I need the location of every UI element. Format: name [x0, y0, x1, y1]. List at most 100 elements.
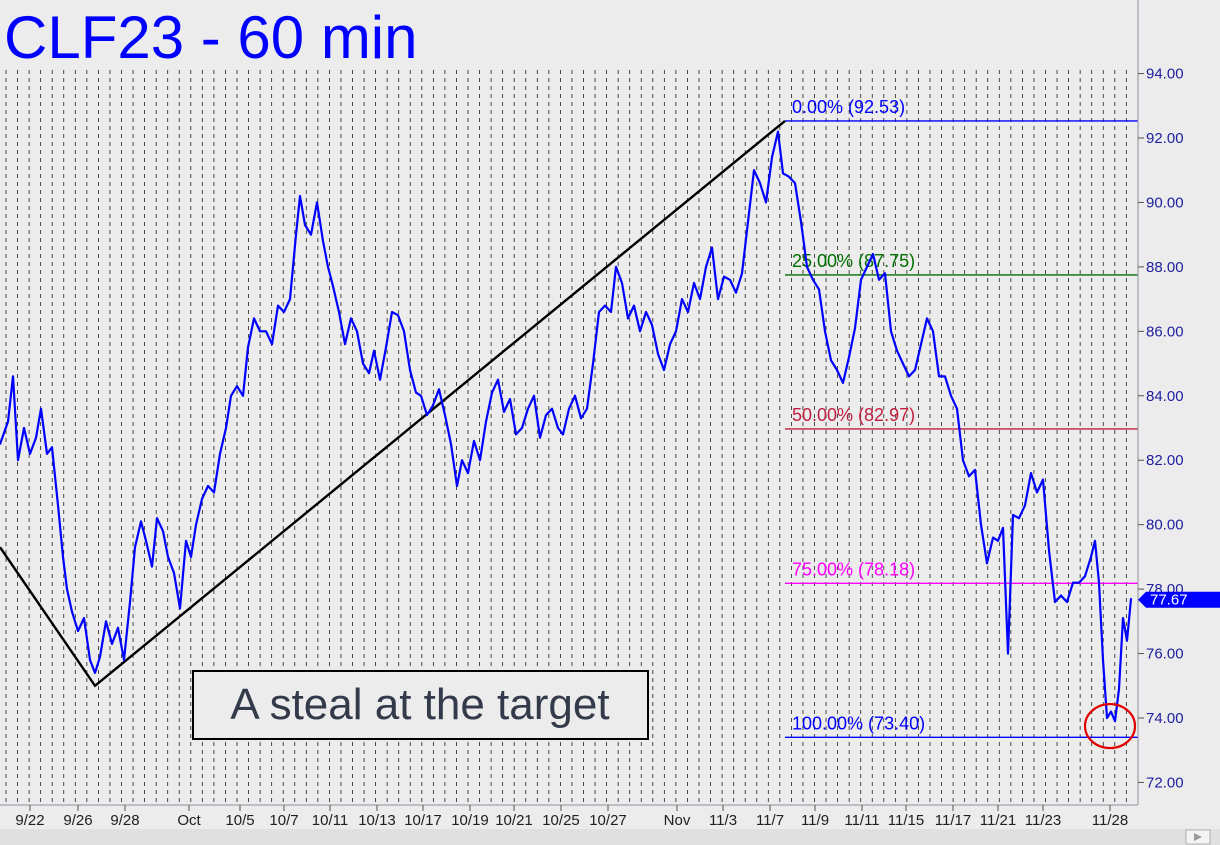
- price-point: [415, 391, 417, 394]
- price-point: [247, 346, 249, 349]
- price-point: [1094, 539, 1096, 542]
- x-tick-label: 10/7: [269, 812, 298, 829]
- price-point: [968, 475, 970, 478]
- price-point: [1054, 601, 1056, 603]
- price-point: [1084, 575, 1086, 578]
- price-point: [615, 266, 617, 268]
- price-point: [461, 459, 463, 462]
- price-point: [426, 414, 428, 416]
- price-point: [316, 201, 318, 204]
- fib-level-label: 75.00% (78.18): [792, 559, 915, 579]
- price-point: [450, 443, 452, 445]
- price-point: [1066, 601, 1068, 603]
- price-point: [391, 311, 393, 313]
- price-point: [350, 317, 352, 320]
- price-point: [717, 298, 719, 300]
- price-point: [872, 253, 874, 255]
- x-tick-label: 10/19: [451, 812, 489, 829]
- price-point: [997, 539, 999, 542]
- price-point: [368, 372, 370, 375]
- price-point: [17, 459, 19, 462]
- price-point: [908, 375, 910, 378]
- price-point: [663, 369, 665, 371]
- price-point: [438, 388, 440, 391]
- last-price-label: 77.67: [1150, 592, 1188, 609]
- price-point: [409, 369, 411, 371]
- x-tick-label: 9/28: [110, 812, 139, 829]
- price-point: [830, 359, 832, 362]
- price-point: [485, 420, 487, 423]
- price-point: [356, 330, 358, 333]
- price-point: [77, 630, 79, 632]
- trendline: [0, 119, 786, 688]
- price-point: [456, 485, 458, 487]
- price-point: [40, 407, 42, 410]
- x-tick-label: 10/25: [542, 812, 580, 829]
- price-point: [420, 394, 422, 397]
- price-point: [253, 317, 255, 320]
- price-point: [105, 620, 107, 623]
- price-point: [926, 317, 928, 320]
- price-point: [304, 224, 306, 226]
- price-point: [992, 536, 994, 539]
- price-point: [592, 362, 594, 365]
- price-point: [527, 407, 529, 410]
- price-point: [657, 353, 659, 355]
- price-point: [207, 485, 209, 487]
- price-line: [0, 130, 1133, 723]
- price-point: [848, 356, 850, 358]
- price-point: [1126, 639, 1128, 642]
- price-point: [1098, 581, 1100, 584]
- price-point: [521, 427, 523, 429]
- price-point: [140, 520, 142, 523]
- x-tick-label: 11/11: [844, 812, 879, 829]
- horizontal-scrollbar[interactable]: [0, 829, 1220, 845]
- price-point: [974, 469, 976, 471]
- price-point: [473, 440, 475, 442]
- price-point: [711, 246, 713, 249]
- price-point: [645, 311, 647, 313]
- price-point: [379, 378, 381, 381]
- y-tick-label: 90.00: [1146, 194, 1184, 211]
- price-point: [729, 278, 731, 281]
- price-point: [71, 610, 73, 613]
- price-point: [580, 417, 582, 420]
- price-point: [1130, 597, 1132, 600]
- price-point: [1072, 581, 1074, 584]
- price-point: [562, 433, 564, 436]
- x-tick-label: 9/22: [15, 812, 44, 829]
- price-point: [1018, 517, 1020, 520]
- price-point: [980, 523, 982, 526]
- price-point: [574, 394, 576, 397]
- x-tick-label: 11/21: [980, 812, 1016, 829]
- price-point: [533, 394, 535, 397]
- price-point: [344, 343, 346, 346]
- price-point: [277, 304, 279, 307]
- price-point: [283, 311, 285, 313]
- price-point: [693, 282, 695, 284]
- x-tick-label: 11/9: [801, 812, 829, 829]
- price-point: [896, 349, 898, 352]
- x-tick-label: Nov: [664, 812, 691, 829]
- price-point: [99, 655, 101, 658]
- price-point: [23, 427, 25, 429]
- price-point: [788, 175, 790, 178]
- price-point: [162, 530, 164, 532]
- price-point: [467, 472, 469, 474]
- price-point: [173, 572, 175, 574]
- price-point: [259, 330, 261, 333]
- price-point: [151, 565, 153, 568]
- price-point: [1114, 720, 1116, 723]
- price-point: [914, 369, 916, 371]
- price-point: [1012, 514, 1014, 516]
- y-tick-label: 84.00: [1146, 388, 1184, 405]
- price-point: [1102, 659, 1104, 661]
- scroll-right-arrow-icon[interactable]: [1194, 833, 1202, 841]
- price-point: [89, 659, 91, 661]
- y-tick-label: 72.00: [1146, 774, 1184, 791]
- price-point: [167, 556, 169, 558]
- price-point: [1060, 594, 1062, 597]
- price-point: [1007, 652, 1009, 655]
- price-point: [397, 314, 399, 317]
